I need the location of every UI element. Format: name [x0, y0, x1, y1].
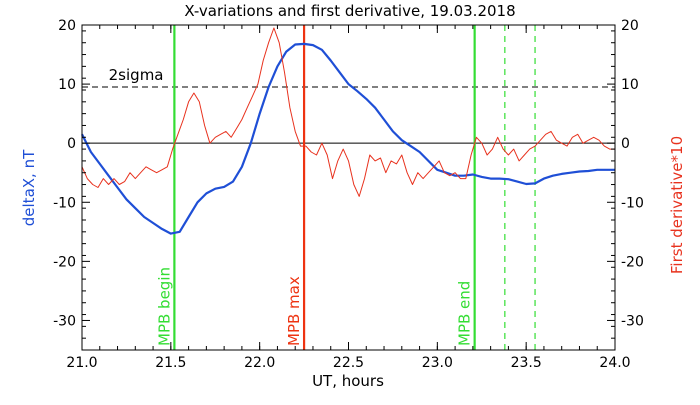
y-right-tick-label-3: 0 — [621, 136, 630, 152]
x-tick-label-4: 23.0 — [422, 355, 453, 371]
axis-tick-labels: 21.0 21.5 22.0 22.5 23.0 23.5 24.0 -30 -30 -20 -20… — [53, 18, 644, 371]
reference-lines: 2sigma — [82, 66, 615, 144]
y-left-tick-label-0: -30 — [53, 313, 76, 329]
series-lines — [81, 27, 615, 235]
mpb-markers: MPB begin MPB max MPB end — [155, 25, 536, 350]
marker-label-0: MPB begin — [155, 267, 173, 346]
x-axis-label: UT, hours — [312, 372, 384, 390]
y-right-tick-label-5: 20 — [621, 18, 639, 34]
y-right-tick-label-4: 10 — [621, 77, 639, 93]
series-deltax-line — [81, 42, 615, 235]
y-axis-left-label: deltaX, nT — [20, 149, 38, 226]
y-right-tick-label-0: -30 — [621, 313, 644, 329]
x-tick-label-5: 23.5 — [511, 355, 542, 371]
x-tick-label-2: 22.0 — [244, 355, 275, 371]
y-left-tick-label-4: 10 — [58, 77, 76, 93]
y-left-tick-label-5: 20 — [58, 18, 76, 34]
y-right-tick-label-2: -10 — [621, 195, 644, 211]
axis-ticks — [81, 24, 616, 351]
x-tick-label-1: 21.5 — [155, 355, 186, 371]
threshold-label: 2sigma — [109, 66, 164, 84]
y-left-tick-label-2: -10 — [53, 195, 76, 211]
y-axis-right-label: First derivative*10 — [668, 136, 686, 274]
x-tick-label-6: 24.0 — [599, 355, 630, 371]
chart-title: X-variations and first derivative, 19.03… — [184, 2, 515, 20]
x-tick-label-3: 22.5 — [333, 355, 364, 371]
y-left-tick-label-1: -20 — [53, 254, 76, 270]
marker-label-1: MPB max — [285, 276, 303, 346]
x-tick-label-0: 21.0 — [66, 355, 97, 371]
marker-label-2: MPB end — [456, 281, 474, 346]
y-right-tick-label-1: -20 — [621, 254, 644, 270]
y-left-tick-label-3: 0 — [67, 136, 76, 152]
series-derivative-line — [81, 27, 615, 197]
